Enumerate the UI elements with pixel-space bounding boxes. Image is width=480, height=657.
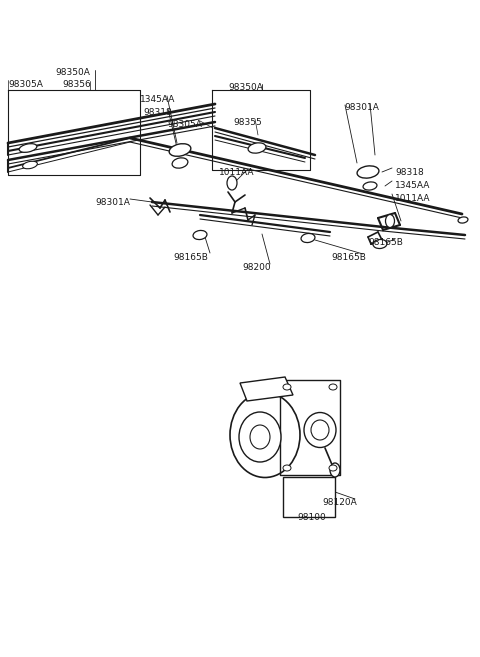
Text: 1345AA: 1345AA [140,95,175,104]
Text: 98305A: 98305A [8,80,43,89]
Text: 98350A: 98350A [228,83,263,92]
Polygon shape [240,377,293,401]
Ellipse shape [227,176,237,190]
Text: 98165B: 98165B [331,253,366,262]
Ellipse shape [329,465,337,471]
Ellipse shape [248,143,266,153]
Ellipse shape [385,214,395,227]
Ellipse shape [283,384,291,390]
Ellipse shape [363,182,377,190]
Ellipse shape [23,161,37,169]
Text: 98301A: 98301A [344,103,379,112]
Text: 98120A: 98120A [322,498,357,507]
Text: 98165B: 98165B [368,238,403,247]
Ellipse shape [311,420,329,440]
Ellipse shape [330,463,340,477]
Text: 98165B: 98165B [173,253,208,262]
Text: 98318: 98318 [143,108,172,117]
Ellipse shape [193,231,207,240]
Ellipse shape [304,413,336,447]
Ellipse shape [329,384,337,390]
Text: 98356: 98356 [62,80,91,89]
Text: 98318: 98318 [395,168,424,177]
Text: 98305A: 98305A [167,120,202,129]
Text: 98301A: 98301A [95,198,130,207]
Ellipse shape [230,392,300,478]
Text: 98100: 98100 [297,513,326,522]
Text: 98355: 98355 [233,118,262,127]
Ellipse shape [239,412,281,462]
Ellipse shape [283,465,291,471]
Text: 98200: 98200 [242,263,271,272]
Ellipse shape [169,144,191,156]
Ellipse shape [172,158,188,168]
Text: 1345AA: 1345AA [395,181,431,190]
Ellipse shape [19,144,37,152]
Text: 98350A: 98350A [55,68,90,77]
Ellipse shape [373,239,387,248]
Text: 1011AA: 1011AA [219,168,254,177]
Ellipse shape [301,233,315,242]
Ellipse shape [357,166,379,178]
Text: 1011AA: 1011AA [395,194,431,203]
Ellipse shape [250,425,270,449]
Ellipse shape [458,217,468,223]
Bar [283,477,335,517]
